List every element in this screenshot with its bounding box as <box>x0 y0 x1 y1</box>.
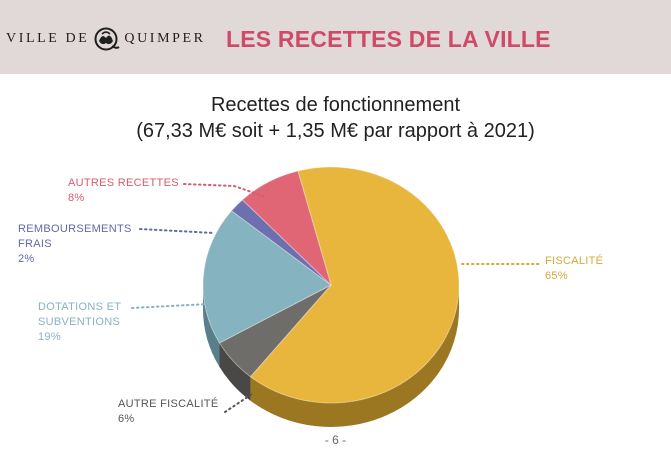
slice-label-autre-fiscalite: AUTRE FISCALITÉ 6% <box>118 397 218 427</box>
chart-subtitle: (67,33 M€ soit + 1,35 M€ par rapport à 2… <box>136 120 535 142</box>
pie-slices <box>202 166 460 404</box>
slice-value-label: 8% <box>68 192 85 204</box>
slice-label-text: AUTRES RECETTES <box>68 177 179 189</box>
pie-slice-1 <box>218 284 332 378</box>
pie-side-1 <box>219 342 251 401</box>
slice-label-text: AUTRE FISCALITÉ <box>118 398 219 410</box>
slice-label-autres-recettes: AUTRES RECETTES 8% <box>68 176 179 206</box>
pie-depth <box>203 285 459 427</box>
pie-side-0 <box>250 285 459 427</box>
slice-value-label: 19% <box>38 331 61 343</box>
slice-label-text: REMBOURSEMENTS <box>18 223 132 235</box>
leader-line-3 <box>139 228 215 234</box>
slice-value-label: 6% <box>118 413 135 425</box>
page-title: LES RECETTES DE LA VILLE <box>226 26 551 52</box>
quimper-emblem-icon <box>94 27 120 51</box>
leader-line-4 <box>183 183 267 198</box>
pie-slice-3 <box>230 199 332 286</box>
logo-text-right: QUIMPER <box>124 31 206 46</box>
pie-side-2 <box>203 285 220 367</box>
slice-label-fiscalite: FISCALITÉ 65% <box>545 254 603 284</box>
chart-title-block: Recettes de fonctionnement (67,33 M€ soi… <box>0 92 671 144</box>
page-number: - 6 - <box>324 433 347 447</box>
slice-label-remboursements: REMBOURSEMENTS FRAIS 2% <box>18 222 132 267</box>
slice-value-label: 2% <box>18 253 35 265</box>
leader-line-2 <box>131 303 209 309</box>
logo-text-left: VILLE DE <box>6 31 90 46</box>
slice-label-text-2: SUBVENTIONS <box>38 316 121 328</box>
slice-label-dotations: DOTATIONS ET SUBVENTIONS 19% <box>38 300 121 345</box>
city-logo[interactable]: VILLE DE QUIMPER <box>6 27 206 51</box>
slice-value-label: 65% <box>545 270 568 282</box>
pie-slice-0 <box>249 166 460 404</box>
slice-label-text: DOTATIONS ET <box>38 301 122 313</box>
chart-title: Recettes de fonctionnement <box>210 94 461 116</box>
slice-label-text-2: FRAIS <box>18 238 52 250</box>
header-bar: VILLE DE QUIMPER LES RECETTES DE LA VILL… <box>0 0 671 74</box>
pie-slice-2 <box>202 210 332 344</box>
leader-line-1 <box>224 393 253 413</box>
leader-lines <box>131 183 541 413</box>
slice-label-text: FISCALITÉ <box>545 255 604 267</box>
pie-slice-4 <box>241 170 333 287</box>
